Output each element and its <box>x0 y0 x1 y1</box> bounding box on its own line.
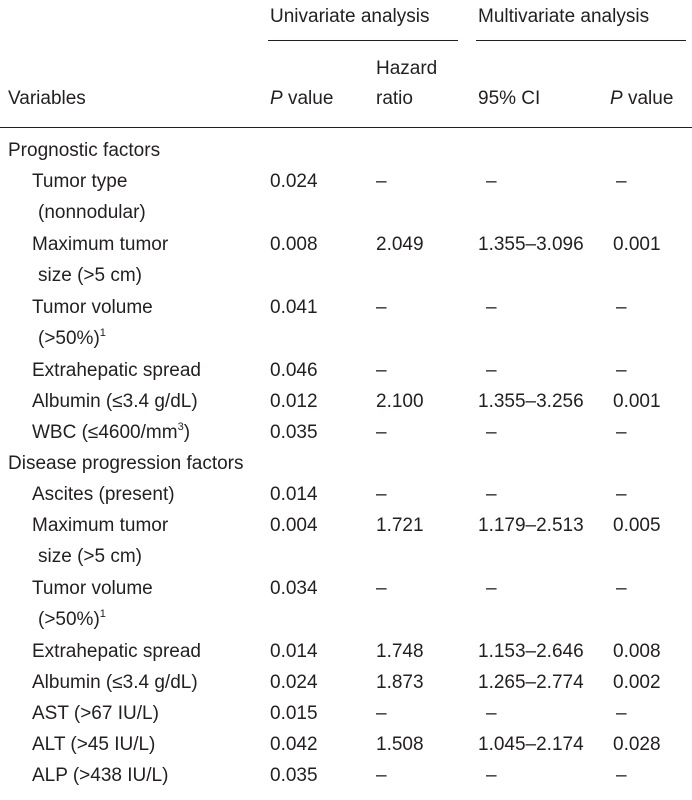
ci-cell: 1.265–2.774 <box>478 672 584 693</box>
p-value-cell: 0.046 <box>270 360 318 381</box>
hazard-ratio-cell: – <box>376 171 387 192</box>
row-label: Extrahepatic spread <box>32 360 201 381</box>
row-label: Tumor volume <box>32 297 153 318</box>
ci-cell: – <box>486 360 497 381</box>
row-label: Maximum tumor <box>32 515 169 536</box>
row-label: (>50%)1 <box>38 327 106 349</box>
ci-cell: 1.045–2.174 <box>478 734 584 755</box>
hazard-ratio-cell: 1.873 <box>376 672 424 693</box>
p-value-2-cell: – <box>616 171 627 192</box>
ci-cell: – <box>486 703 497 724</box>
hazard-heading-line1: Hazard <box>376 58 438 79</box>
univariate-rule <box>268 40 458 41</box>
hazard-ratio-cell: – <box>376 765 387 786</box>
p-value-2-cell: – <box>616 578 627 599</box>
ci-cell: 1.355–3.256 <box>478 391 584 412</box>
p-value-heading-2: P value <box>610 88 674 109</box>
ci-cell: 1.179–2.513 <box>478 515 584 536</box>
row-label: Tumor type <box>32 171 128 192</box>
p-value-2-cell: – <box>616 765 627 786</box>
p-value-cell: 0.035 <box>270 765 318 786</box>
p-value-cell: 0.042 <box>270 734 318 755</box>
footnote-marker: 3 <box>177 421 184 433</box>
row-label: WBC (≤4600/mm3) <box>32 421 191 443</box>
p-value-heading: P value <box>270 88 334 109</box>
p-value-2-cell: – <box>616 703 627 724</box>
ci-cell: – <box>486 578 497 599</box>
hazard-ratio-cell: – <box>376 703 387 724</box>
footnote-marker: 1 <box>99 608 106 620</box>
row-label: (nonnodular) <box>38 202 146 223</box>
multivariate-heading: Multivariate analysis <box>478 6 650 27</box>
hazard-ratio-cell: 1.721 <box>376 515 424 536</box>
hazard-ratio-cell: 1.508 <box>376 734 424 755</box>
row-label: ALP (>438 IU/L) <box>32 765 169 786</box>
p-value-cell: 0.012 <box>270 391 318 412</box>
p-value-2-cell: 0.008 <box>613 641 661 662</box>
row-label: Extrahepatic spread <box>32 641 201 662</box>
p-value-2-cell: 0.002 <box>613 672 661 693</box>
section-title: Disease progression factors <box>8 453 244 474</box>
p-value-cell: 0.034 <box>270 578 318 599</box>
multivariate-rule <box>476 40 686 41</box>
row-label: AST (>67 IU/L) <box>32 703 159 724</box>
row-label: size (>5 cm) <box>38 265 142 286</box>
row-label: Maximum tumor <box>32 234 169 255</box>
hazard-ratio-cell: – <box>376 360 387 381</box>
p-value-2-cell: 0.001 <box>613 391 661 412</box>
p-value-2-cell: 0.028 <box>613 734 661 755</box>
p-value-cell: 0.015 <box>270 703 318 724</box>
row-label: ALT (>45 IU/L) <box>32 734 156 755</box>
p-value-2-cell: – <box>616 422 627 443</box>
p-value-2-cell: 0.005 <box>613 515 661 536</box>
p-value-2-cell: – <box>616 484 627 505</box>
hazard-ratio-cell: – <box>376 297 387 318</box>
p-value-cell: 0.041 <box>270 297 318 318</box>
hazard-ratio-cell: – <box>376 484 387 505</box>
ci-cell: – <box>486 765 497 786</box>
section-title: Prognostic factors <box>8 140 161 161</box>
hazard-ratio-cell: 1.748 <box>376 641 424 662</box>
row-label: Ascites (present) <box>32 484 175 505</box>
row-label: (>50%)1 <box>38 608 106 630</box>
row-label: Albumin (≤3.4 g/dL) <box>32 391 198 412</box>
p-value-2-cell: – <box>616 360 627 381</box>
p-value-cell: 0.024 <box>270 171 318 192</box>
ci-cell: – <box>486 422 497 443</box>
hazard-ratio-cell: – <box>376 578 387 599</box>
hazard-ratio-cell: 2.100 <box>376 391 424 412</box>
hazard-heading-line2: ratio <box>376 88 413 109</box>
univariate-heading: Univariate analysis <box>270 6 430 27</box>
ci-cell: – <box>486 297 497 318</box>
p-value-2-cell: 0.001 <box>613 234 661 255</box>
hazard-ratio-cell: 2.049 <box>376 234 424 255</box>
p-value-cell: 0.008 <box>270 234 318 255</box>
ci-cell: 1.153–2.646 <box>478 641 584 662</box>
p-value-2-cell: – <box>616 297 627 318</box>
ci-cell: – <box>486 171 497 192</box>
variables-heading: Variables <box>8 88 86 109</box>
p-value-cell: 0.024 <box>270 672 318 693</box>
ci-heading: 95% CI <box>478 88 541 109</box>
p-value-cell: 0.035 <box>270 422 318 443</box>
row-label: Tumor volume <box>32 578 153 599</box>
row-label: Albumin (≤3.4 g/dL) <box>32 672 198 693</box>
hazard-ratio-cell: – <box>376 422 387 443</box>
footnote-marker: 1 <box>99 327 106 339</box>
header-rule <box>0 127 692 128</box>
p-value-cell: 0.004 <box>270 515 318 536</box>
p-value-cell: 0.014 <box>270 641 318 662</box>
ci-cell: 1.355–3.096 <box>478 234 584 255</box>
row-label: size (>5 cm) <box>38 546 142 567</box>
ci-cell: – <box>486 484 497 505</box>
p-value-cell: 0.014 <box>270 484 318 505</box>
